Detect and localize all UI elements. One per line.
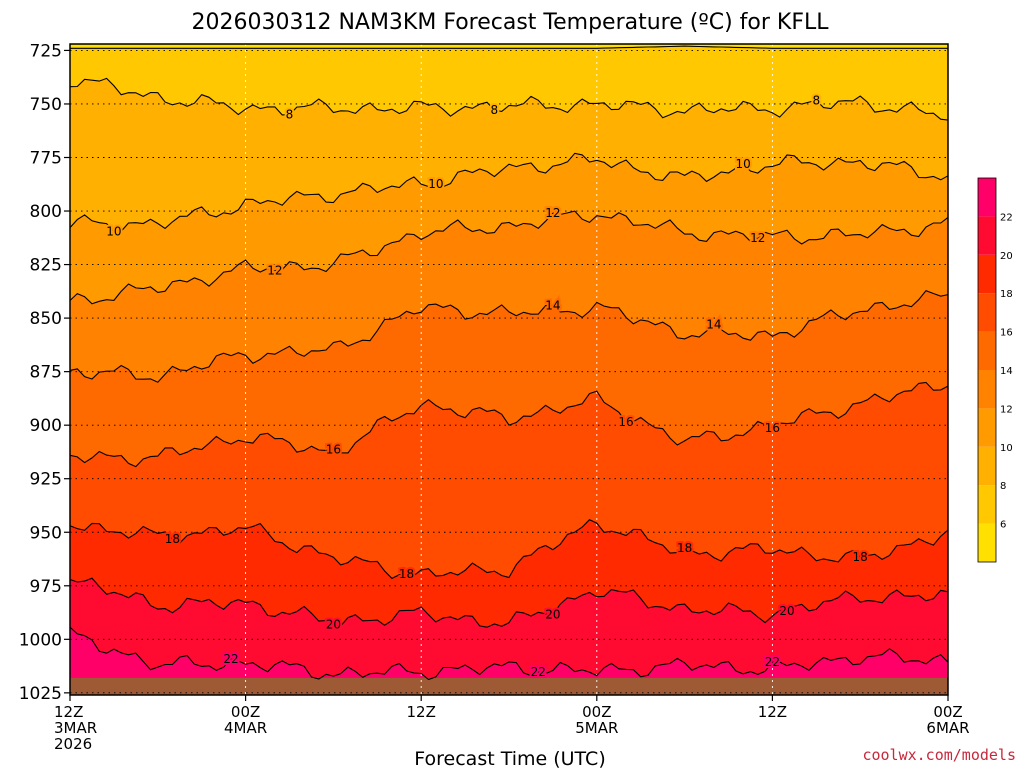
isotherm-label: 18	[677, 541, 692, 555]
isotherm-label: 14	[706, 317, 721, 331]
colorbar-swatch	[978, 446, 996, 486]
colorbar-swatch	[978, 523, 996, 562]
isotherm-6	[70, 45, 948, 49]
isotherm-label: 12	[750, 231, 765, 245]
isotherm-label: 12	[545, 206, 560, 220]
isotherm-12	[69, 210, 949, 305]
isotherm-label: 22	[531, 665, 546, 679]
isotherm-label: 8	[812, 93, 820, 107]
y-tick-label: 775	[30, 148, 62, 168]
colorbar-swatch	[978, 370, 996, 409]
y-tick-label: 800	[30, 202, 62, 222]
y-tick-label: 825	[30, 256, 62, 276]
isotherm-label: 8	[286, 108, 294, 122]
colorbar-tick-label: 18	[1000, 289, 1013, 300]
y-axis: 725 750 775 800 825 850 875 900 925 950 975 1000 102…	[19, 41, 70, 704]
isotherm-label: 20	[326, 617, 341, 631]
y-tick-label: 750	[30, 95, 62, 115]
isotherm-8	[69, 77, 949, 121]
isotherm-label: 10	[735, 157, 750, 171]
isotherm-lines: 8 8 8 10 10 10 12 12 12 14 14 16 16 16 18 18 18 18 20 20 20 2…	[69, 45, 949, 681]
y-tick-label: 1000	[19, 630, 62, 650]
y-tick-label: 900	[30, 416, 62, 436]
isotherm-20	[69, 577, 949, 628]
x-tick-label: 2026	[54, 735, 92, 753]
y-tick-label: 950	[30, 523, 62, 543]
x-tick-label: 6MAR	[926, 719, 969, 737]
x-tick-label: 12Z	[758, 703, 787, 721]
isotherm-label: 22	[765, 655, 780, 669]
isotherm-22	[69, 626, 949, 681]
temperature-fill-layers	[70, 44, 948, 696]
colorbar-swatch	[978, 254, 996, 294]
y-tick-label: 975	[30, 577, 62, 597]
colorbar-swatch	[978, 178, 996, 217]
colorbar-swatch	[978, 408, 996, 447]
x-tick-label: 12Z	[54, 703, 83, 721]
colorbar-swatch	[978, 331, 996, 370]
isotherm-label: 16	[326, 442, 341, 456]
x-tick-label: 00Z	[933, 703, 962, 721]
isotherm-label: 16	[765, 421, 780, 435]
y-tick-label: 725	[30, 41, 62, 61]
isotherm-label: 10	[428, 177, 443, 191]
isotherm-label: 18	[853, 550, 868, 564]
ground-surface	[70, 677, 948, 695]
isotherm-label: 16	[618, 415, 633, 429]
isotherm-14	[69, 290, 949, 383]
x-tick-label: 4MAR	[224, 719, 267, 737]
colorbar-swatch	[978, 293, 996, 332]
colorbar-swatch	[978, 485, 996, 524]
colorbar-tick-label: 14	[1000, 366, 1013, 377]
colorbar-tick-label: 10	[1000, 443, 1013, 454]
x-axis-label: Forecast Time (UTC)	[414, 748, 605, 768]
colorbar-tick-label: 6	[1000, 520, 1006, 531]
colorbar-swatch	[978, 216, 996, 255]
colorbar-frame	[977, 177, 997, 563]
colorbar-tick-label: 12	[1000, 404, 1013, 415]
isotherm-10	[69, 152, 949, 232]
colorbar: 6 8 10 12 14 16 18 20 22	[977, 177, 1013, 563]
colorbar-tick-label: 22	[1000, 212, 1013, 223]
y-tick-label: 875	[30, 363, 62, 383]
y-tick-label: 850	[30, 309, 62, 329]
isotherm-18	[69, 519, 949, 580]
colorbar-tick-label: 8	[1000, 481, 1006, 492]
x-tick-label: 5MAR	[575, 719, 618, 737]
isotherm-label: 14	[545, 298, 560, 312]
isotherm-label: 20	[779, 604, 794, 618]
x-tick-label: 00Z	[231, 703, 260, 721]
isotherm-label: 8	[491, 103, 499, 117]
x-tick-label: 3MAR	[54, 719, 97, 737]
plot-frame	[69, 43, 949, 696]
y-tick-label: 925	[30, 470, 62, 490]
chart-title: 2026030312 NAM3KM Forecast Temperature (…	[191, 10, 829, 35]
isotherm-label: 18	[165, 532, 180, 546]
isotherm-16	[69, 381, 949, 468]
isotherm-label: 18	[399, 567, 414, 581]
colorbar-tick-label: 16	[1000, 328, 1013, 339]
x-tick-label: 00Z	[582, 703, 611, 721]
credit-link[interactable]: coolwx.com/models	[862, 746, 1016, 764]
x-tick-label: 12Z	[407, 703, 436, 721]
isotherm-label: 22	[223, 652, 238, 666]
colorbar-tick-label: 20	[1000, 251, 1013, 262]
isotherm-label: 12	[267, 264, 282, 278]
isotherm-label: 20	[545, 608, 560, 622]
isotherm-label: 10	[106, 224, 121, 238]
y-tick-label: 1025	[19, 684, 62, 704]
